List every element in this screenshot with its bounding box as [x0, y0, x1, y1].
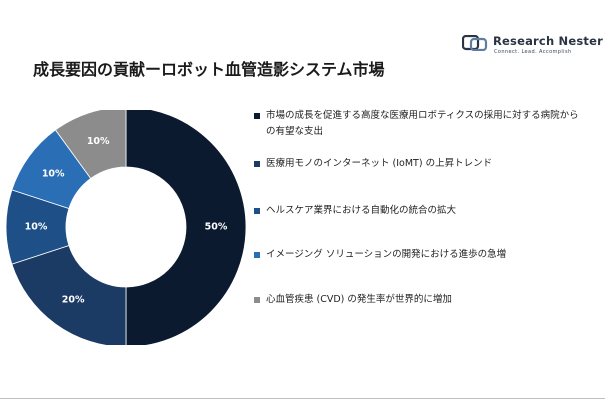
- legend-marker-icon: [254, 252, 260, 258]
- legend-marker-icon: [254, 208, 260, 214]
- legend-item: イメージング ソリューションの開発における進歩の急増: [254, 247, 584, 263]
- brand-name: Research Nester: [493, 34, 603, 48]
- slice-value-label: 10%: [25, 222, 48, 233]
- legend-label: イメージング ソリューションの開発における進歩の急増: [266, 249, 507, 260]
- legend-label: 心血管疾患 (CVD) の発生率が世界的に増加: [266, 294, 452, 305]
- slice-value-label: 10%: [87, 136, 110, 147]
- donut-slice: [11, 245, 127, 345]
- slice-value-label: 50%: [205, 222, 228, 233]
- legend-item: 市場の成長を促進する高度な医療用ロボティクスの採用に対する病院からの有望な支出: [254, 108, 584, 140]
- legend-marker-icon: [254, 297, 260, 303]
- logo-mark-icon: [462, 35, 488, 51]
- donut-slice: [125, 110, 247, 345]
- donut-chart: 50% 20% 10% 10% 10%: [5, 110, 247, 345]
- legend-marker-icon: [254, 113, 260, 119]
- slice-value-label: 10%: [42, 169, 65, 180]
- footer-divider: [0, 398, 605, 399]
- chart-title: 成長要因の貢献ーロボット血管造影システム市場: [33, 60, 385, 79]
- brand-tagline: Connect. Lead. Accomplish: [494, 49, 572, 55]
- legend-item: 医療用モノのインターネット (IoMT) の上昇トレンド: [254, 156, 584, 172]
- legend-marker-icon: [254, 161, 260, 167]
- legend-label: 市場の成長を促進する高度な医療用ロボティクスの採用に対する病院からの有望な支出: [266, 110, 579, 137]
- legend-label: 医療用モノのインターネット (IoMT) の上昇トレンド: [266, 158, 493, 169]
- legend-label: ヘルスケア業界における自動化の統合の拡大: [266, 205, 457, 216]
- donut-slice: [54, 110, 127, 180]
- research-nester-logo: Research Nester Connect. Lead. Accomplis…: [462, 33, 603, 63]
- slice-value-label: 20%: [62, 294, 85, 305]
- legend-item: 心血管疾患 (CVD) の発生率が世界的に増加: [254, 292, 584, 308]
- legend-item: ヘルスケア業界における自動化の統合の拡大: [254, 203, 584, 219]
